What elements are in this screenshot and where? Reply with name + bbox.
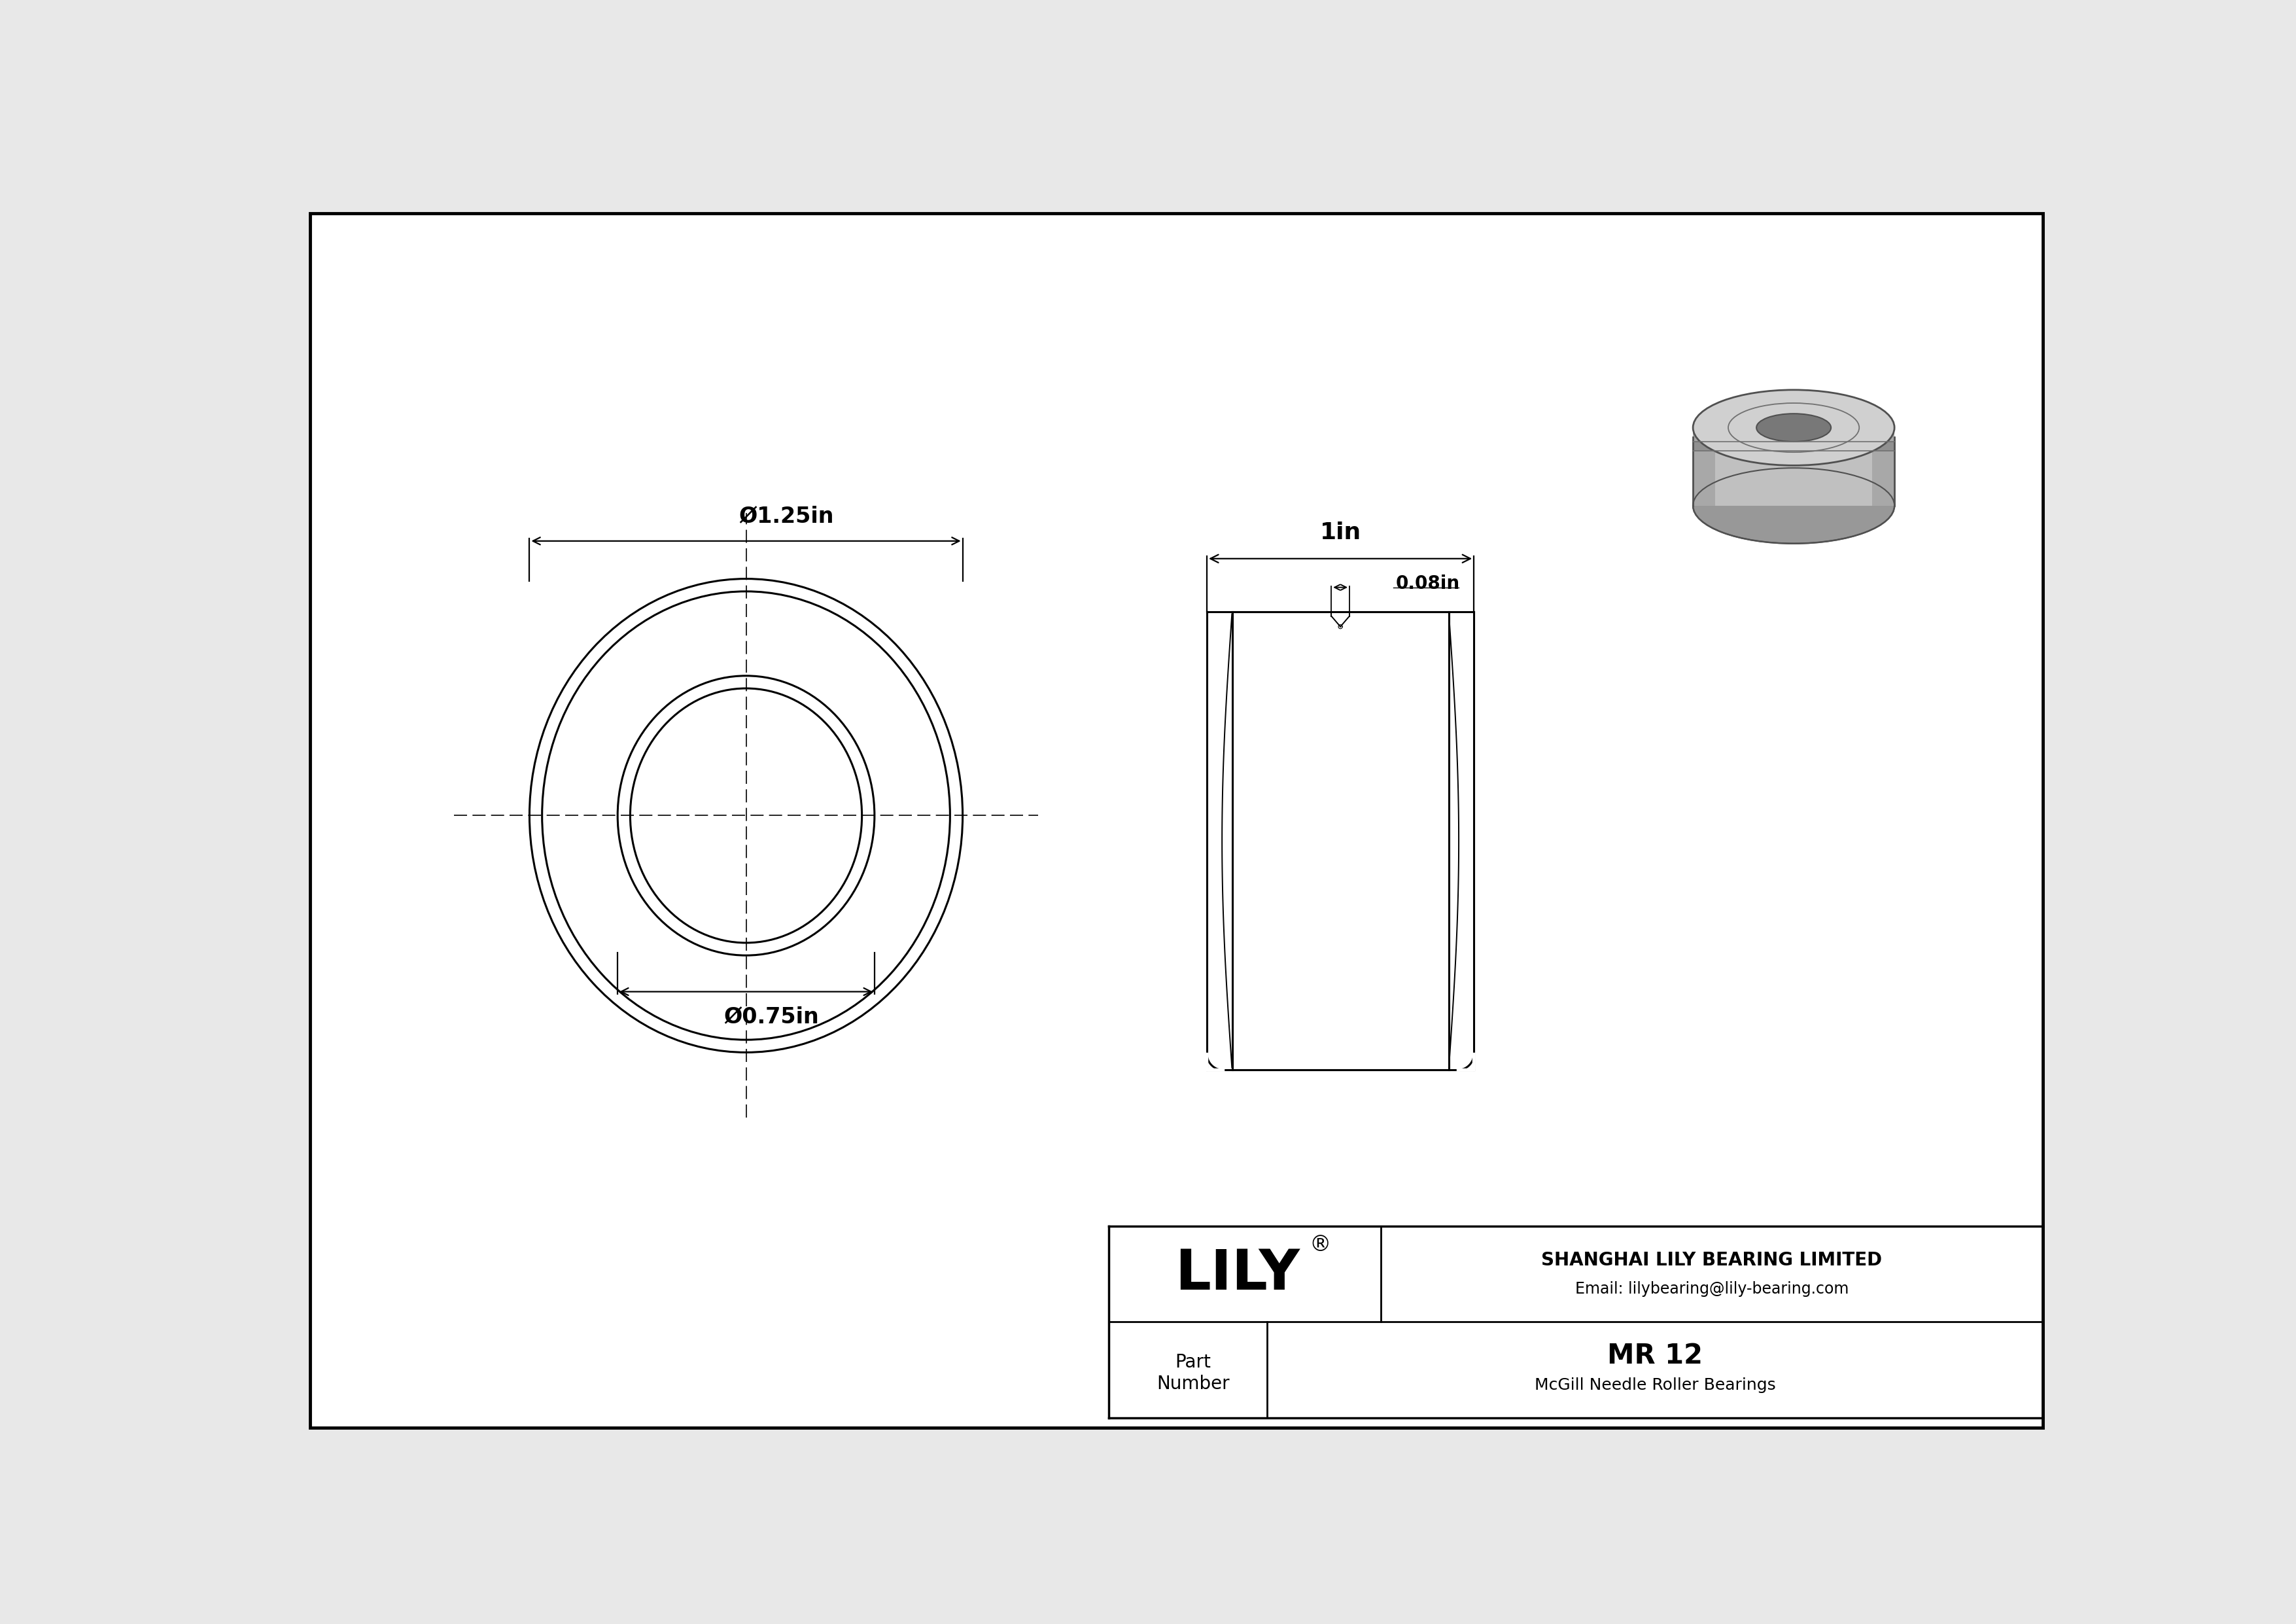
Text: McGill Needle Roller Bearings: McGill Needle Roller Bearings [1534,1377,1775,1393]
Text: Email: lilybearing@lily-bearing.com: Email: lilybearing@lily-bearing.com [1575,1281,1848,1298]
Text: Ø0.75in: Ø0.75in [723,1005,820,1028]
Text: LILY: LILY [1176,1247,1300,1301]
Bar [1692,427,1894,505]
Ellipse shape [1692,468,1894,544]
Ellipse shape [1692,390,1894,466]
Text: 0.08in: 0.08in [1396,575,1460,593]
Bar [1692,427,1715,505]
Text: 1in: 1in [1320,521,1362,544]
Ellipse shape [1756,414,1830,442]
Bar [1692,442,1894,451]
Text: Number: Number [1157,1376,1231,1393]
Text: MR 12: MR 12 [1607,1341,1704,1369]
Text: ®: ® [1309,1234,1332,1255]
Bar [1871,427,1894,505]
Text: Part: Part [1176,1353,1210,1371]
Text: Ø1.25in: Ø1.25in [739,505,833,526]
Text: SHANGHAI LILY BEARING LIMITED: SHANGHAI LILY BEARING LIMITED [1541,1250,1883,1268]
